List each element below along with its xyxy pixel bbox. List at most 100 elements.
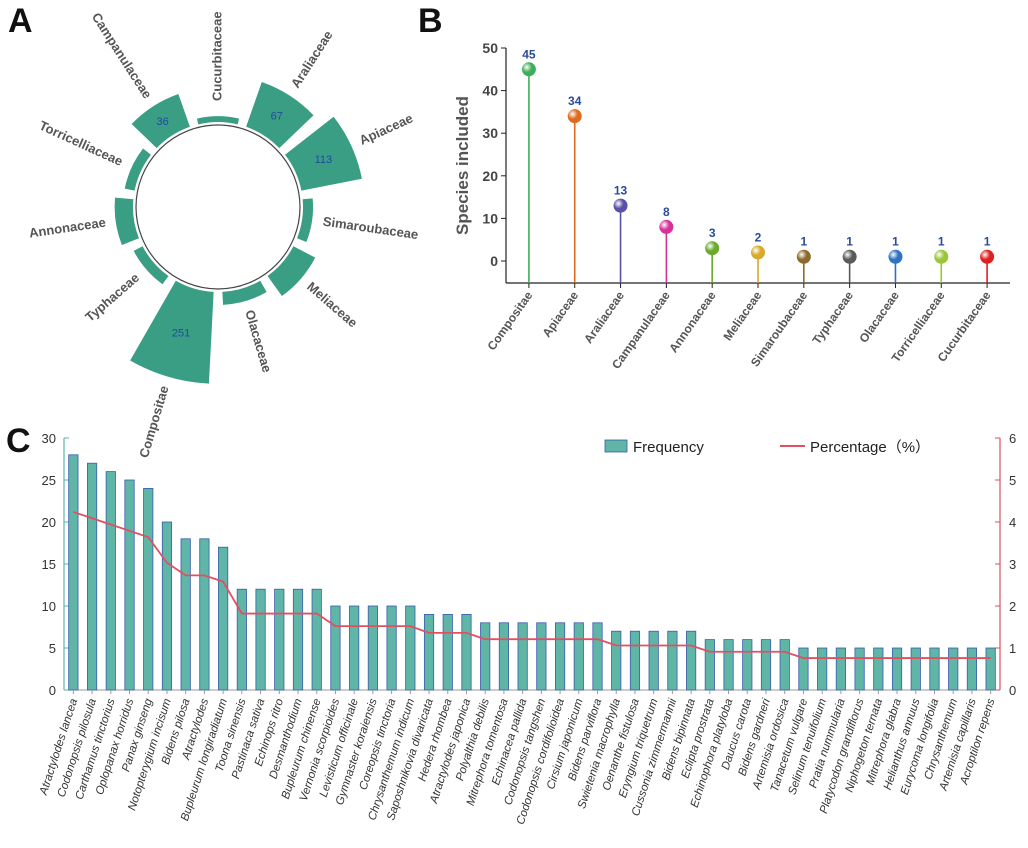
x-tick-label-araliaceae: Araliaceae — [581, 288, 627, 345]
category-label-meliaceae: Meliaceae — [304, 279, 360, 331]
y-tick-label: 10 — [482, 210, 498, 226]
category-label-apiaceae: Apiaceae — [357, 110, 415, 147]
bar-bidens-parviflora — [592, 622, 603, 691]
point-simaroubaceae — [796, 249, 811, 264]
bar-oenanthe-fistulosa — [629, 630, 641, 691]
y-axis-title: Species included — [453, 96, 472, 235]
data-label-typhaceae: 1 — [846, 235, 853, 249]
y-tick-label: 50 — [482, 40, 498, 56]
x-tick-label-meliaceae: Meliaceae — [720, 288, 764, 343]
bar-toona-sinensis — [236, 588, 247, 691]
category-label-simaroubaceae: Simaroubaceae — [322, 214, 419, 243]
bar-bidens-bipinnata — [686, 630, 697, 691]
bar-olacaceae — [222, 280, 267, 305]
panel-a-circular-chart: Cucurbitaceae 67 Araliaceae 113 Apiaceae Sima… — [28, 10, 419, 460]
bar-pratia-nummularia — [835, 647, 846, 691]
bar-helianthus-annuus — [910, 647, 921, 691]
bar-gymnaster-koraiensis — [367, 605, 378, 691]
center-circle — [135, 124, 301, 290]
bar-swietenia-macrophylla — [611, 630, 622, 691]
bar-vernonia-scorpioides — [330, 605, 341, 691]
bar-bupleurum-chinense — [311, 588, 322, 691]
data-label-araliaceae: 13 — [614, 184, 628, 198]
bar-pastinaca-sativa — [255, 588, 266, 691]
category-label-torricelliaceae: Torricelliaceae — [37, 118, 125, 169]
point-typhaceae — [842, 249, 857, 264]
bar-araliaceae — [246, 81, 314, 149]
y-tick-label-left: 20 — [42, 515, 56, 530]
bar-desmanthodium — [292, 588, 304, 691]
x-tick-label-olacaceae: Olacaceae — [856, 288, 902, 345]
bar-typhaceae — [133, 246, 169, 285]
y-tick-label: 40 — [482, 83, 498, 99]
category-label-compositae: Compositae — [136, 384, 171, 460]
y-tick-label-left: 25 — [42, 473, 56, 488]
bar-atractylodes — [199, 538, 210, 691]
y-tick-label-left: 0 — [49, 683, 56, 698]
bar-hedera-rhombea — [442, 614, 453, 691]
bar-artemisia-capillaris — [966, 647, 977, 691]
bar-coreopsis-tinctoria — [386, 605, 397, 691]
bar-annonaceae — [114, 197, 139, 246]
point-apiaceae — [567, 109, 582, 124]
bar-echinops-ritro — [274, 588, 285, 691]
bar-platycodon-grandiflorus — [854, 647, 865, 691]
percentage-line — [73, 511, 991, 659]
data-label-compositae: 45 — [522, 47, 536, 61]
bar-acroptilon-repens — [985, 647, 996, 691]
panel-b-lollipop-chart: 0 10 20 30 40 50 Species included 45 Compositae 3… — [453, 40, 1010, 372]
legend-percentage-label: Percentage（%） — [810, 439, 930, 456]
legend-frequency-swatch — [604, 439, 628, 453]
bar-atractylodes-japonica — [461, 614, 472, 691]
y-tick-label-right: 4 — [1009, 515, 1016, 530]
panel-label-c: C — [6, 422, 31, 460]
value-label-araliaceae: 67 — [271, 111, 283, 123]
y-tick-label-left: 30 — [42, 431, 56, 446]
y-tick-label: 20 — [482, 168, 498, 184]
x-tick-label-apiaceae: Apiaceae — [539, 288, 581, 339]
data-label-olacaceae: 1 — [892, 235, 899, 249]
bar-mitrephora-glabra — [891, 647, 903, 691]
bar-bupleurum-longiradiatum — [218, 546, 229, 691]
bar-cucurbitaceae — [196, 116, 240, 125]
y-tick-label-right: 5 — [1009, 473, 1016, 488]
y-tick-label: 0 — [490, 253, 498, 269]
point-compositae — [521, 62, 536, 77]
y-tick-label-right: 6 — [1009, 431, 1016, 446]
bar-simaroubaceae — [297, 198, 314, 242]
data-label-torricelliaceae: 1 — [938, 235, 945, 249]
y-tick-label-left: 15 — [42, 557, 56, 572]
point-meliaceae — [751, 245, 765, 260]
bar-compositae — [130, 280, 214, 384]
bar-echinophora-platyloba — [723, 639, 734, 691]
bar-levisticum-officinale — [349, 605, 360, 691]
y-tick-label-right: 1 — [1009, 641, 1016, 656]
category-label-olacaceae: Olacaceae — [242, 308, 275, 374]
y-tick-label: 30 — [482, 125, 498, 141]
bar-niphogeton-ternata — [873, 647, 884, 691]
bar-torricelliaceae — [124, 148, 151, 191]
point-araliaceae — [613, 198, 628, 213]
data-label-meliaceae: 2 — [755, 230, 762, 244]
bar-chrysanthemum-indicum — [405, 605, 416, 691]
y-tick-label-right: 3 — [1009, 557, 1016, 572]
value-label-apiaceae: 113 — [315, 154, 333, 166]
bar-codonopsis-tangshen — [536, 622, 547, 691]
bar-mitrephora-tomentosa — [498, 622, 509, 691]
bar-selinum-tenuifolium — [817, 647, 828, 691]
bar-eclipta-prostrata — [704, 639, 715, 691]
bar-cussonia-zimmermannii — [667, 630, 678, 691]
data-label-simaroubaceae: 1 — [800, 235, 807, 249]
point-cucurbitaceae — [980, 249, 995, 264]
bar-eryngium-triquetrum — [648, 630, 659, 691]
category-label-annonaceae: Annonaceae — [28, 215, 107, 241]
bar-oplopanax-horridus — [124, 479, 135, 691]
bar-cirsium-japonicum — [573, 622, 584, 691]
bar-echinacea-pallida — [517, 622, 528, 691]
bar-daucus-carota — [742, 639, 753, 691]
data-label-cucurbitaceae: 1 — [984, 235, 991, 249]
data-label-apiaceae: 34 — [568, 94, 582, 108]
y-tick-label-left: 10 — [42, 599, 56, 614]
y-tick-label-left: 5 — [49, 641, 56, 656]
